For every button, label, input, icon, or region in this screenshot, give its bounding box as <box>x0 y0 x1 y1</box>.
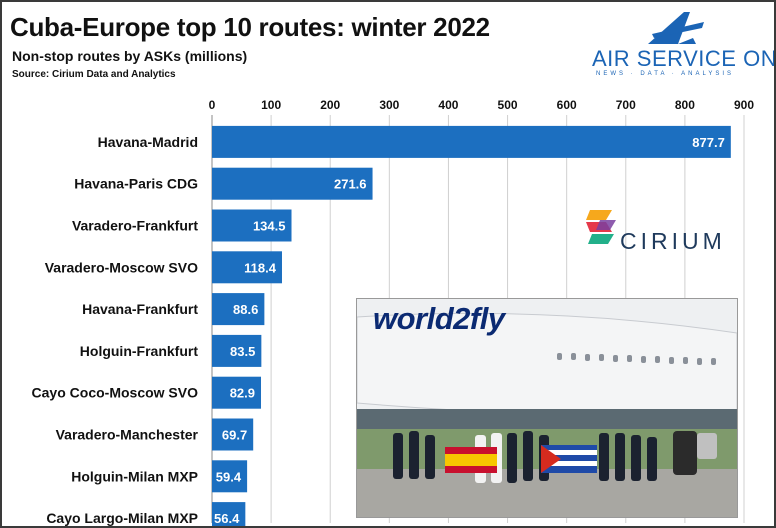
aircraft-livery-text: world2fly <box>373 301 505 336</box>
category-label: Holguin-Milan MXP <box>71 468 198 484</box>
category-label: Havana-Madrid <box>98 134 198 150</box>
bar <box>212 334 262 367</box>
aircraft-crew-photo: world2fly <box>356 298 738 518</box>
category-label: Havana-Paris CDG <box>74 176 198 192</box>
bar <box>212 376 262 409</box>
value-label: 271.6 <box>334 177 367 192</box>
value-label: 56.4 <box>214 511 240 526</box>
chart-title: Cuba-Europe top 10 routes: winter 2022 <box>10 12 490 42</box>
cirium-logo: CIRIUM <box>586 202 766 262</box>
bar <box>212 209 292 242</box>
value-label: 82.9 <box>230 386 255 401</box>
value-label: 877.7 <box>692 135 725 150</box>
chart-source: Source: Cirium Data and Analytics <box>12 69 176 80</box>
bar <box>212 502 246 526</box>
x-tick-label: 700 <box>616 98 636 112</box>
value-label: 69.7 <box>222 428 247 443</box>
bar <box>212 167 373 200</box>
category-label: Varadero-Moscow SVO <box>45 259 198 275</box>
bar <box>212 293 265 326</box>
value-label: 134.5 <box>253 219 286 234</box>
x-tick-label: 400 <box>438 98 458 112</box>
cirium-logo-icon <box>586 210 616 244</box>
category-label: Cayo Coco-Moscow SVO <box>32 385 199 401</box>
airbus-a350-crew-photo-icon <box>357 299 737 517</box>
x-tick-label: 600 <box>557 98 577 112</box>
bar <box>212 125 731 158</box>
brand-name: AIR SERVICE ONE <box>592 46 776 71</box>
category-label: Holguin-Frankfurt <box>80 343 199 359</box>
x-tick-label: 300 <box>379 98 399 112</box>
chart-subtitle: Non-stop routes by ASKs (millions) <box>12 48 248 64</box>
bar <box>212 418 254 451</box>
category-label: Varadero-Manchester <box>56 427 199 443</box>
x-tick-label: 500 <box>498 98 518 112</box>
x-tick-label: 200 <box>320 98 340 112</box>
brand-tagline: NEWS · DATA · ANALYSIS <box>596 71 735 77</box>
category-label: Varadero-Frankfurt <box>72 218 198 234</box>
x-tick-label: 100 <box>261 98 281 112</box>
value-label: 59.4 <box>216 469 242 484</box>
category-label: Cayo Largo-Milan MXP <box>46 510 198 526</box>
value-label: 88.6 <box>233 302 258 317</box>
air-service-one-logo-icon <box>648 12 704 44</box>
value-label: 83.5 <box>230 344 255 359</box>
cirium-name: CIRIUM <box>620 228 726 254</box>
bar <box>212 460 248 493</box>
air-service-one-logo: AIR SERVICE ONE NEWS · DATA · ANALYSIS <box>592 8 774 78</box>
x-tick-label: 800 <box>675 98 695 112</box>
x-tick-label: 900 <box>734 98 754 112</box>
category-label: Havana-Frankfurt <box>82 301 198 317</box>
value-label: 118.4 <box>244 260 277 275</box>
bar <box>212 251 282 284</box>
x-tick-label: 0 <box>209 98 216 112</box>
